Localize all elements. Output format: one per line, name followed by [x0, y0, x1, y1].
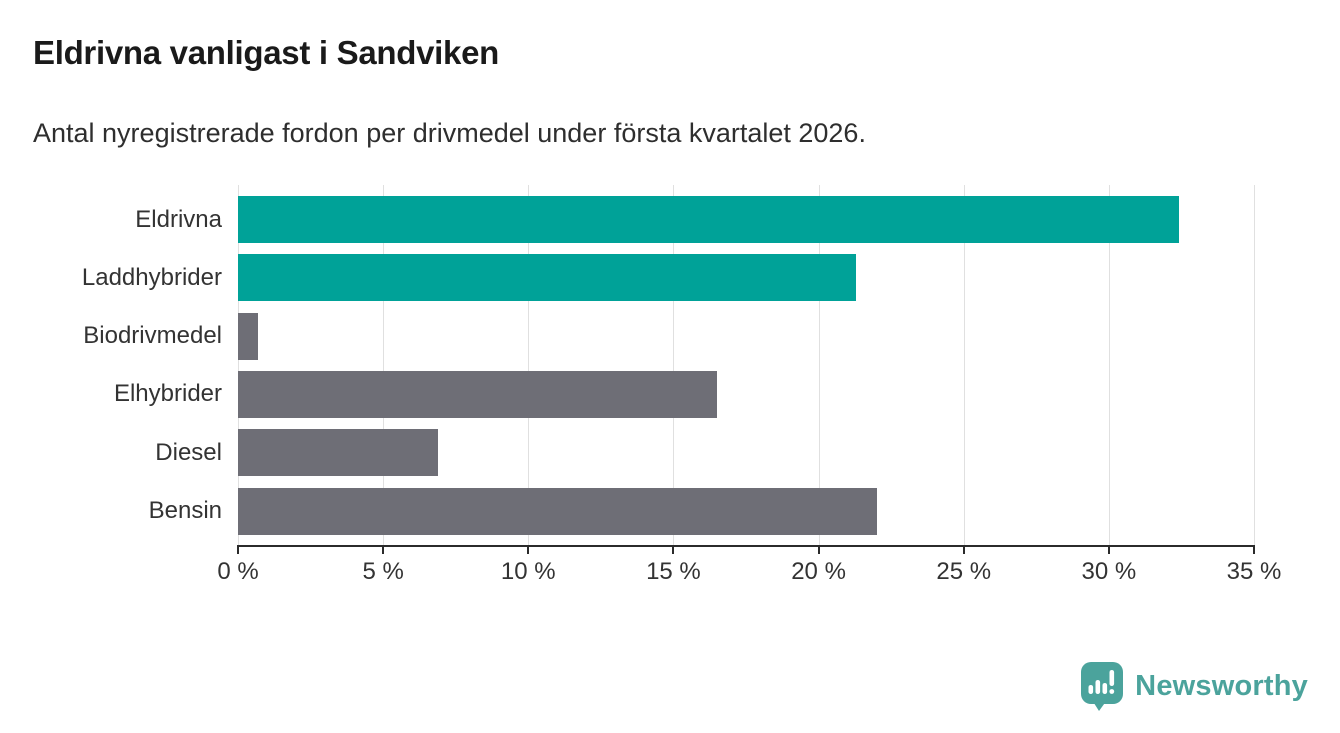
category-label: Diesel — [155, 438, 222, 466]
axis-tick — [962, 545, 965, 554]
category-label: Bensin — [148, 497, 222, 525]
axis-tick — [817, 545, 820, 554]
newsworthy-speech-bubble-bar-chart-icon — [1081, 662, 1124, 711]
x-axis-labels: 0 % 5 % 10 % 15 % 20 % 25 % 30 % 35 % — [217, 558, 1281, 590]
bar-laddhybrider — [238, 254, 857, 302]
chart-subtitle: Antal nyregistrerade fordon per drivmede… — [33, 118, 866, 148]
x-tick-label: 5 % — [362, 558, 404, 585]
bar-eldrivna — [238, 196, 1179, 243]
gridline — [1254, 185, 1255, 545]
gridline — [528, 185, 530, 545]
x-tick-label: 10 % — [500, 558, 556, 585]
category-label: Biodrivmedel — [83, 322, 222, 350]
category-label: Eldrivna — [135, 205, 222, 233]
newsworthy-logo: Newsworthy — [1080, 661, 1308, 711]
x-tick-label: 30 % — [1081, 558, 1137, 585]
x-tick-label: 25 % — [936, 558, 992, 585]
axis-tick — [1253, 545, 1255, 554]
gridline — [818, 185, 820, 545]
x-tick-label: 0 % — [217, 558, 259, 585]
gridline — [238, 185, 239, 545]
bar-elhybrider — [238, 370, 717, 418]
axis-tick — [1107, 545, 1110, 554]
gridline — [383, 185, 385, 545]
bar-diesel — [238, 429, 439, 477]
bar-bensin — [238, 487, 877, 535]
x-tick-label: 15 % — [646, 558, 701, 585]
gridline — [673, 185, 675, 545]
axis-tick — [382, 545, 385, 554]
category-label: Laddhybrider — [81, 263, 222, 291]
y-axis-labels: Eldrivna Laddhybrider Biodrivmedel Elhybrid… — [0, 185, 222, 547]
gridline — [1108, 185, 1110, 545]
axis-tick — [237, 545, 239, 554]
x-tick-label: 35 % — [1226, 558, 1282, 585]
category-label: Elhybrider — [113, 380, 222, 408]
brand-name: Newsworthy — [1135, 669, 1308, 702]
gridline — [963, 185, 965, 545]
x-tick-label: 20 % — [791, 558, 846, 585]
plot-area — [237, 185, 1255, 554]
axis-tick — [672, 545, 675, 554]
chart-title: Eldrivna vanligast i Sandviken — [33, 34, 500, 71]
bar-biodrivmedel — [238, 312, 259, 360]
axis-tick — [527, 545, 530, 554]
